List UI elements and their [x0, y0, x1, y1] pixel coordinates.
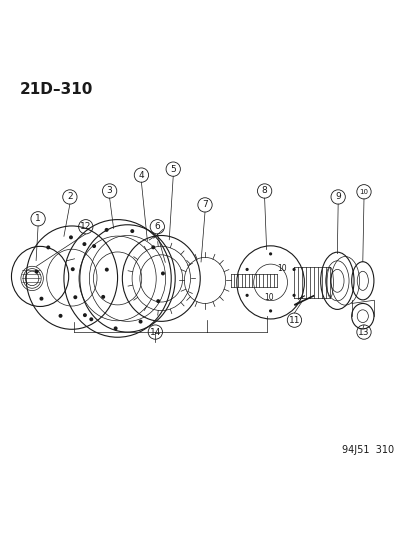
Circle shape	[92, 244, 96, 248]
Circle shape	[58, 314, 62, 318]
Circle shape	[245, 294, 248, 297]
Circle shape	[292, 268, 295, 271]
Text: 3: 3	[107, 187, 112, 196]
Circle shape	[82, 242, 86, 246]
Text: 13: 13	[357, 328, 369, 336]
Circle shape	[161, 271, 164, 276]
Circle shape	[245, 268, 248, 271]
Text: 4: 4	[138, 171, 144, 180]
Text: 9: 9	[335, 192, 340, 201]
Text: 94J51  310: 94J51 310	[341, 445, 393, 455]
Text: 14: 14	[149, 328, 161, 336]
Circle shape	[113, 326, 117, 330]
Circle shape	[69, 236, 73, 239]
Text: 21D–310: 21D–310	[20, 82, 93, 96]
Circle shape	[73, 295, 77, 299]
Circle shape	[104, 228, 108, 232]
Text: 10: 10	[358, 189, 368, 195]
Text: 11: 11	[288, 316, 299, 325]
Circle shape	[268, 309, 271, 312]
Circle shape	[151, 245, 155, 249]
Circle shape	[35, 270, 38, 273]
Circle shape	[89, 317, 93, 321]
Circle shape	[104, 268, 109, 272]
Circle shape	[138, 320, 142, 324]
Circle shape	[39, 297, 43, 301]
Text: 7: 7	[202, 200, 207, 209]
Text: 2: 2	[67, 192, 73, 201]
Text: 10: 10	[276, 264, 286, 273]
Circle shape	[46, 245, 50, 249]
Circle shape	[156, 299, 160, 303]
Text: 12: 12	[80, 222, 91, 231]
Text: 5: 5	[170, 165, 176, 174]
Circle shape	[101, 295, 105, 299]
Text: 8: 8	[261, 187, 267, 196]
Circle shape	[71, 267, 75, 271]
Text: 6: 6	[154, 222, 160, 231]
Text: 10: 10	[263, 293, 273, 302]
Circle shape	[130, 229, 134, 233]
Circle shape	[83, 313, 87, 317]
Circle shape	[268, 252, 271, 255]
Text: 1: 1	[35, 214, 41, 223]
Circle shape	[292, 294, 295, 297]
